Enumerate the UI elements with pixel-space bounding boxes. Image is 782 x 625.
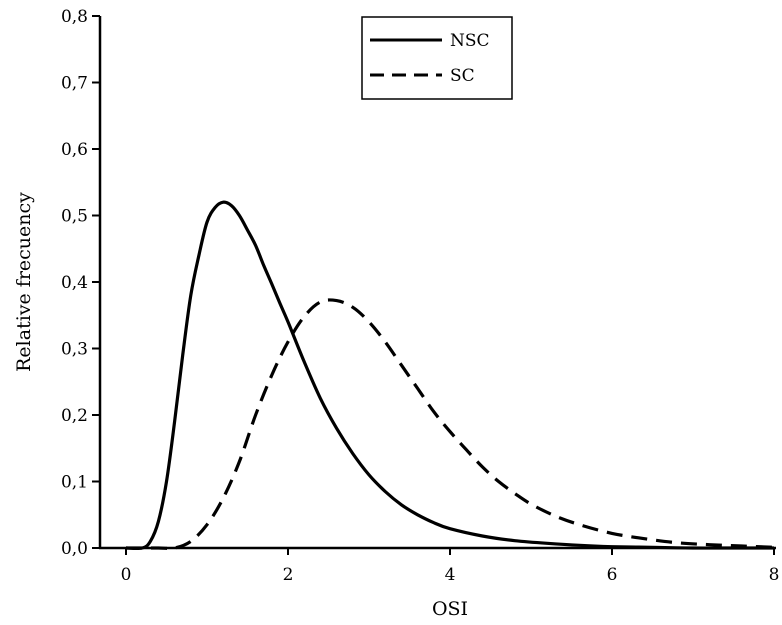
y-tick-label: 0,3 xyxy=(61,340,88,360)
y-axis-title: Relative frecuency xyxy=(13,192,35,372)
series-line-nsc xyxy=(125,200,774,551)
y-tick-label: 0,4 xyxy=(61,273,88,293)
x-tick-label: 0 xyxy=(121,565,132,585)
y-tick-label: 0,5 xyxy=(61,207,88,227)
x-tick-label: 2 xyxy=(283,565,294,585)
x-axis: 0 2 4 6 8 xyxy=(121,548,780,585)
legend-box xyxy=(361,16,513,100)
y-tick-label: 0,0 xyxy=(61,539,88,559)
y-tick-label: 0,7 xyxy=(61,74,88,94)
x-tick-label: 4 xyxy=(445,565,456,585)
legend-label-sc: SC xyxy=(450,66,475,86)
x-tick-label: 8 xyxy=(769,565,780,585)
plot-area xyxy=(125,200,775,551)
y-tick-label: 0,1 xyxy=(61,473,88,493)
legend: NSC SC xyxy=(361,16,513,100)
y-tick-label: 0,6 xyxy=(61,140,88,160)
y-tick-label: 0,2 xyxy=(61,406,88,426)
y-axis: 0,0 0,1 0,2 0,3 0,4 0,5 0,6 0,7 0,8 xyxy=(61,7,100,559)
legend-label-nsc: NSC xyxy=(450,31,490,51)
x-tick-label: 6 xyxy=(607,565,618,585)
x-axis-title: OSI xyxy=(432,598,468,620)
y-tick-label: 0,8 xyxy=(61,7,88,27)
series-line-sc xyxy=(125,298,775,551)
